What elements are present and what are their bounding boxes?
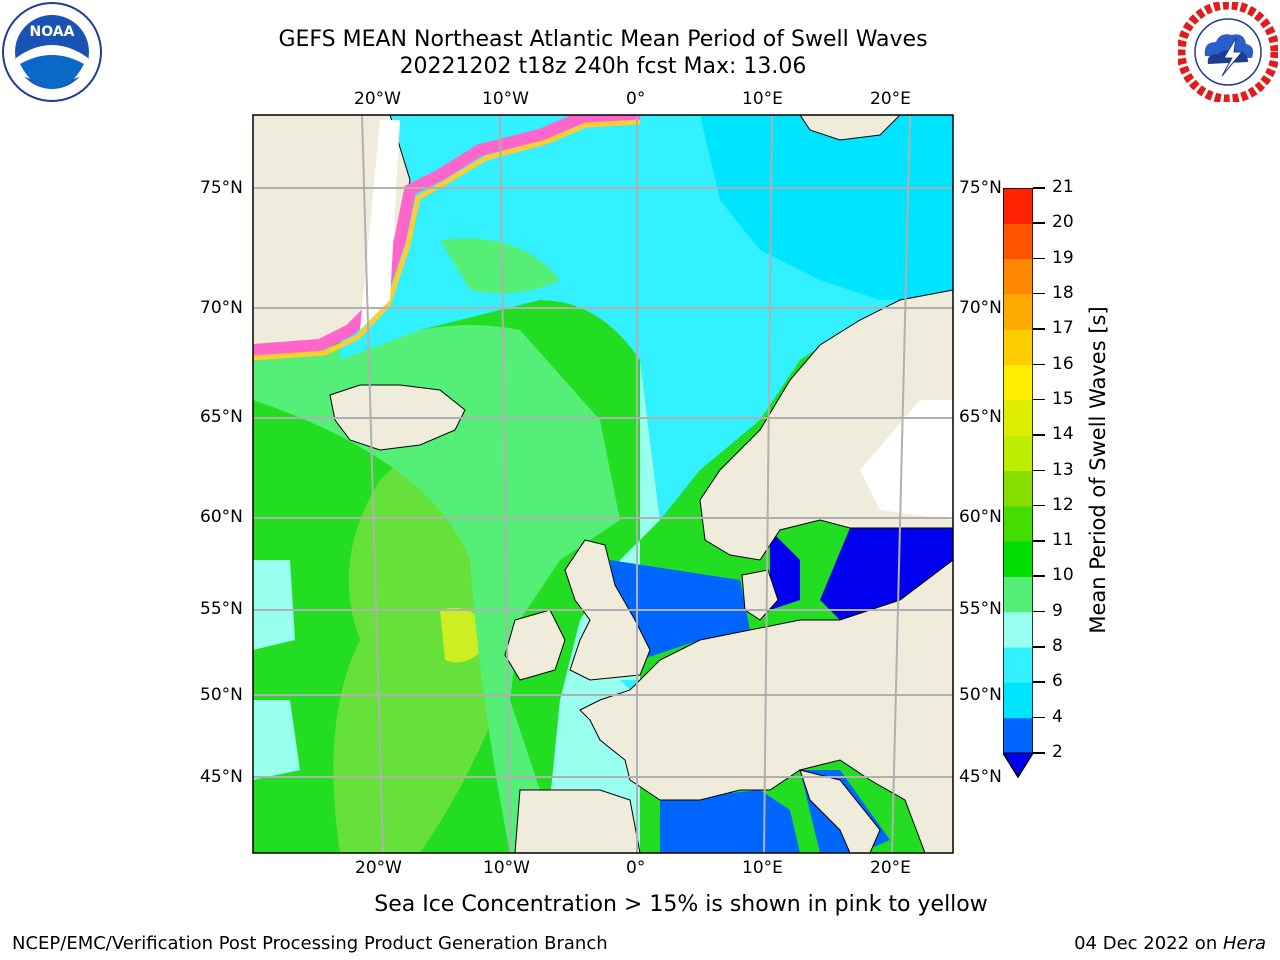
colorbar-tick-mark [1033,540,1045,542]
lat-label-right-70n: 70°N [959,298,1002,318]
credit-date: 04 Dec 2022 on [1074,933,1223,954]
colorbar-tick-label: 18 [1052,282,1074,303]
colorbar-tick-mark [1033,434,1045,436]
map-subtitle: 20221202 t18z 240h fcst Max: 13.06 [399,54,807,79]
colorbar-segment [1003,717,1033,754]
colorbar-tick-label: 6 [1052,671,1063,692]
nws-logo [1178,2,1278,102]
lon-label-top-20e: 20°E [870,89,911,109]
colorbar-segment [1003,576,1033,613]
colorbar-segment [1003,611,1033,648]
colorbar-tick-label: 13 [1052,459,1074,480]
colorbar-segment [1003,188,1033,224]
colorbar-tick-mark [1033,575,1045,577]
colorbar-tick-mark [1033,681,1045,683]
lat-label-left-45n: 45°N [200,767,243,787]
noaa-logo-text: NOAA [30,24,75,40]
colorbar-tick-mark [1033,292,1045,295]
colorbar-tick-label: 9 [1052,600,1063,621]
colorbar-tick-mark [1033,363,1045,366]
colorbar-tick-label: 20 [1052,212,1074,233]
colorbar-tick-label: 14 [1052,424,1074,445]
lat-label-right-55n: 55°N [959,599,1002,619]
colorbar-tick-mark [1033,187,1045,189]
map-field [253,115,953,853]
credit-host: Hera [1222,933,1266,954]
colorbar-tick-label: 15 [1052,388,1074,409]
lat-label-left-55n: 55°N [200,599,243,619]
colorbar-tick-label: 19 [1052,247,1074,268]
lat-label-left-70n: 70°N [200,298,243,318]
colorbar-segment [1003,293,1033,330]
colorbar [1003,188,1033,778]
colorbar-tick-mark [1033,469,1045,471]
colorbar-segment [1003,541,1033,577]
colorbar-segment [1003,505,1033,542]
map-grid [253,115,953,853]
lon-label-bottom-20w: 20°W [355,858,402,878]
colorbar-tick-mark [1033,716,1045,719]
colorbar-tick-mark [1033,646,1045,648]
colorbar-segment [1003,258,1033,295]
lat-label-right-60n: 60°N [959,507,1002,527]
colorbar-segment [1003,399,1033,436]
colorbar-segment [1003,364,1033,401]
lat-label-right-45n: 45°N [959,767,1002,787]
colorbar-tick-mark [1033,222,1045,224]
colorbar-segment [1003,435,1033,471]
lat-label-right-65n: 65°N [959,407,1002,427]
colorbar-segment [1003,470,1033,507]
colorbar-tick-mark [1033,610,1045,613]
colorbar-tick-label: 16 [1052,353,1074,374]
colorbar-tick-label: 17 [1052,318,1074,339]
colorbar-tick-mark [1033,328,1045,330]
colorbar-tick-label: 21 [1052,177,1074,197]
credit-date-host: 04 Dec 2022 on Hera [1074,933,1266,954]
colorbar-tick-label: 11 [1052,530,1074,551]
colorbar-tick-label: 4 [1052,706,1063,727]
colorbar-tick-mark [1033,398,1045,401]
noaa-logo: NOAA [2,2,102,102]
lon-label-top-0: 0° [626,89,646,109]
lon-label-bottom-20e: 20°E [870,858,911,878]
colorbar-segment [1003,682,1033,719]
lat-label-right-75n: 75°N [959,178,1002,198]
colorbar-tick-label: 12 [1052,494,1074,515]
lon-label-top-10e: 10°E [742,89,783,109]
lon-label-bottom-10e: 10°E [742,858,783,878]
lat-label-left-50n: 50°N [200,685,243,705]
credit-organization: NCEP/EMC/Verification Post Processing Pr… [12,933,608,954]
colorbar-extend-arrow [1003,752,1033,778]
colorbar-tick-label: 10 [1052,565,1074,586]
map-frame [252,114,954,854]
lat-label-right-50n: 50°N [959,685,1002,705]
sea-ice-footnote: Sea Ice Concentration > 15% is shown in … [374,892,988,917]
colorbar-tick-mark [1033,504,1045,507]
colorbar-tick-label: 8 [1052,636,1063,657]
lat-label-left-60n: 60°N [200,507,243,527]
colorbar-tick-mark [1033,752,1045,754]
colorbar-tick-label: 2 [1052,742,1063,762]
colorbar-segment [1003,223,1033,260]
lon-label-bottom-10w: 10°W [483,858,530,878]
lon-label-top-20w: 20°W [354,89,401,109]
lon-label-bottom-0: 0° [626,858,646,878]
colorbar-segment [1003,329,1033,366]
lat-label-left-65n: 65°N [200,407,243,427]
colorbar-frame [1003,188,1033,778]
lat-label-left-75n: 75°N [200,178,243,198]
colorbar-label: Mean Period of Swell Waves [s] [1086,306,1110,634]
colorbar-tick-mark [1033,257,1045,260]
map-title: GEFS MEAN Northeast Atlantic Mean Period… [278,27,928,52]
lon-label-top-10w: 10°W [482,89,529,109]
colorbar-segment [1003,647,1033,683]
